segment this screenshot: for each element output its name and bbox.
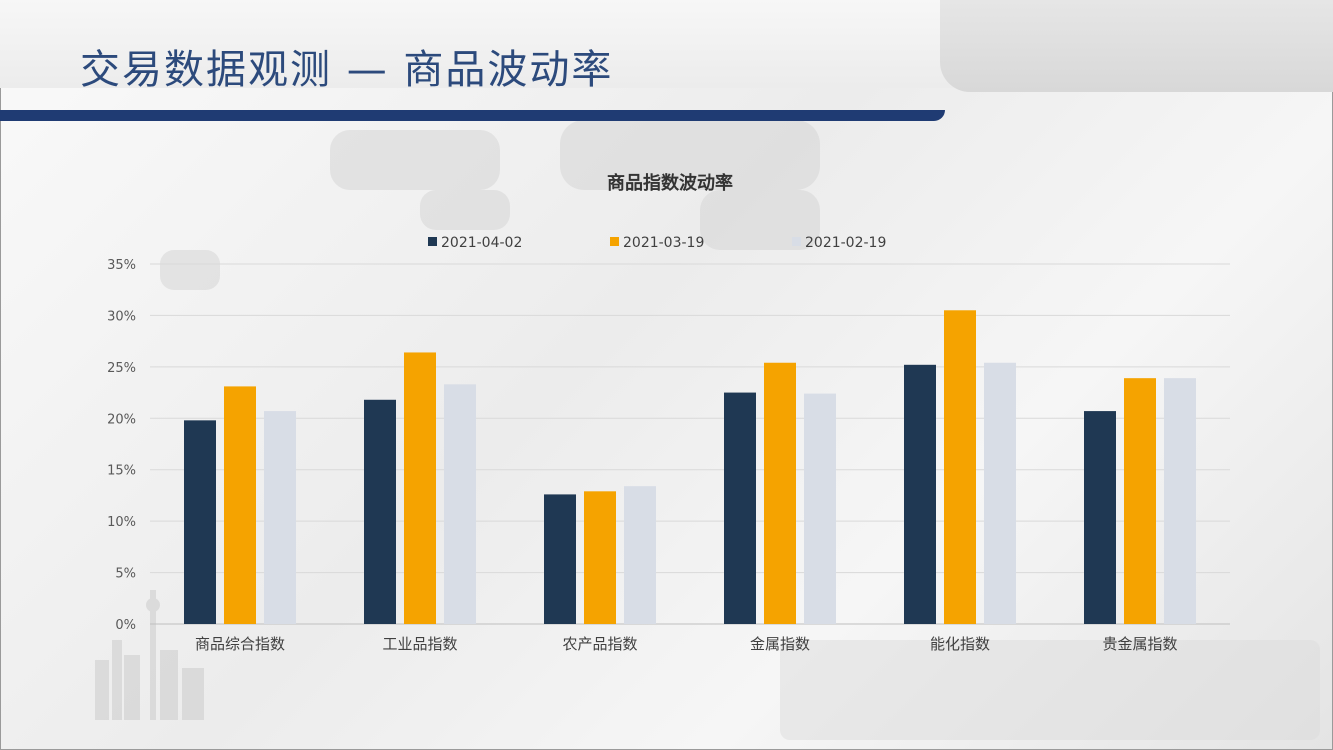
slide-title: 交易数据观测 — 商品波动率 — [80, 47, 614, 93]
chart-gridlines — [150, 263, 1230, 625]
y-tick-label: 20% — [107, 412, 136, 427]
bar — [224, 386, 256, 624]
x-tick-label: 工业品指数 — [382, 635, 457, 653]
legend-swatch — [610, 237, 619, 246]
bar — [364, 399, 396, 624]
legend-label: 2021-04-02 — [441, 235, 522, 251]
bar — [1084, 411, 1116, 624]
legend-swatch — [792, 237, 801, 246]
header-band-accent — [940, 0, 1333, 92]
x-tick-label: 金属指数 — [750, 635, 810, 653]
x-tick-label: 能化指数 — [930, 635, 990, 653]
y-axis: 0% 5% 10% 15% 20% 25% 30% 35% — [107, 258, 136, 633]
bar — [584, 491, 616, 624]
bar — [184, 420, 216, 624]
legend-label: 2021-03-19 — [623, 235, 704, 251]
legend-label: 2021-02-19 — [805, 235, 886, 251]
x-axis: 商品综合指数 工业品指数 农产品指数 金属指数 能化指数 贵金属指数 — [195, 635, 1178, 653]
bar — [904, 364, 936, 624]
bar — [444, 384, 476, 624]
bar — [804, 393, 836, 624]
x-tick-label: 商品综合指数 — [195, 635, 285, 653]
bar — [624, 486, 656, 624]
bar — [944, 310, 976, 624]
legend-swatch — [428, 237, 437, 246]
x-tick-label: 农产品指数 — [562, 635, 637, 653]
chart-title: 商品指数波动率 — [607, 172, 733, 194]
y-tick-label: 30% — [107, 309, 136, 324]
y-tick-label: 15% — [107, 464, 136, 479]
title-underline — [0, 110, 945, 121]
bar — [264, 411, 296, 624]
world-map-dots — [160, 120, 820, 290]
y-tick-label: 0% — [115, 618, 136, 633]
bar — [764, 362, 796, 624]
bar — [724, 392, 756, 624]
bar — [984, 362, 1016, 624]
y-tick-label: 25% — [107, 361, 136, 376]
bar — [1164, 378, 1196, 624]
bar — [404, 352, 436, 624]
y-tick-label: 35% — [107, 258, 136, 273]
y-tick-label: 10% — [107, 515, 136, 530]
hex-pattern — [780, 640, 1320, 740]
skyline-silhouette — [95, 590, 204, 720]
x-tick-label: 贵金属指数 — [1102, 635, 1177, 653]
y-tick-label: 5% — [115, 567, 136, 582]
bar — [544, 494, 576, 624]
bar — [1124, 378, 1156, 624]
chart-bars — [184, 310, 1196, 624]
chart-legend: 2021-04-02 2021-03-19 2021-02-19 — [428, 235, 886, 251]
